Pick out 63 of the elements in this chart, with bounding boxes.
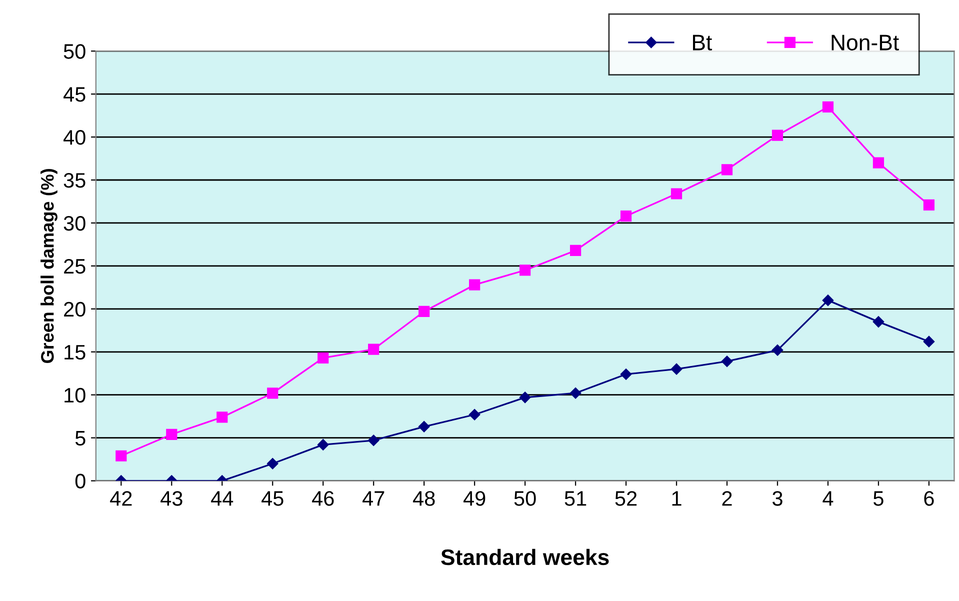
point <box>872 157 884 168</box>
x-tick-label: 1 <box>672 491 682 506</box>
x-tick-label: 5 <box>874 491 884 506</box>
x-tick-label: 51 <box>564 491 586 506</box>
y-axis-title: Green boll damage (%) <box>40 169 58 364</box>
x-tick-label: 47 <box>362 491 384 506</box>
x-tick-label: 42 <box>110 491 132 506</box>
point <box>772 130 784 141</box>
point <box>822 101 834 113</box>
point <box>519 264 531 276</box>
x-tick-label: 4 <box>822 491 834 506</box>
point <box>872 316 884 328</box>
y-tick-label: 15 <box>64 345 86 360</box>
y-tick-label: 35 <box>64 173 86 188</box>
point <box>166 428 178 440</box>
point <box>418 306 430 318</box>
point <box>519 392 531 404</box>
point <box>267 388 278 399</box>
x-tick-label: 43 <box>160 491 182 506</box>
y-tick-label: 0 <box>75 474 86 489</box>
x-tick-label: 52 <box>615 491 637 506</box>
point <box>368 344 380 355</box>
point <box>216 412 228 423</box>
y-tick-label: 20 <box>64 302 86 317</box>
point <box>772 344 784 356</box>
x-tick-label: 49 <box>463 491 486 506</box>
point <box>318 352 329 364</box>
point <box>570 244 582 256</box>
x-tick-label: 44 <box>211 491 234 506</box>
point <box>670 188 682 200</box>
point <box>267 458 278 470</box>
y-tick-label: 5 <box>75 431 86 446</box>
legend-label: Bt <box>693 34 712 50</box>
x-tick-label: 6 <box>924 491 934 506</box>
y-tick-label: 50 <box>64 44 86 59</box>
point <box>468 409 480 420</box>
point <box>620 368 632 380</box>
x-tick-label: 3 <box>772 491 782 506</box>
y-tick-label: 30 <box>64 216 86 231</box>
x-tick-label: 46 <box>312 491 334 506</box>
point <box>721 164 733 176</box>
point <box>116 450 127 462</box>
point <box>570 388 582 399</box>
x-axis-title: Standard weeks <box>441 548 609 566</box>
point <box>418 421 430 432</box>
y-tick-label: 40 <box>63 130 86 145</box>
x-tick-label: 50 <box>514 491 536 506</box>
y-tick-label: 45 <box>63 87 86 102</box>
point <box>317 439 329 450</box>
point <box>721 356 733 367</box>
point <box>923 199 935 210</box>
point <box>822 294 834 306</box>
x-tick-label: 2 <box>722 491 732 506</box>
y-tick-label: 25 <box>64 258 86 274</box>
y-tick-label: 10 <box>64 388 86 403</box>
legend-label: Non-Bt <box>832 34 899 50</box>
point <box>469 279 480 290</box>
point <box>670 363 682 375</box>
point <box>620 210 632 222</box>
x-tick-label: 48 <box>412 491 435 506</box>
point <box>923 336 935 348</box>
point <box>368 434 380 446</box>
x-tick-label: 45 <box>262 491 284 506</box>
